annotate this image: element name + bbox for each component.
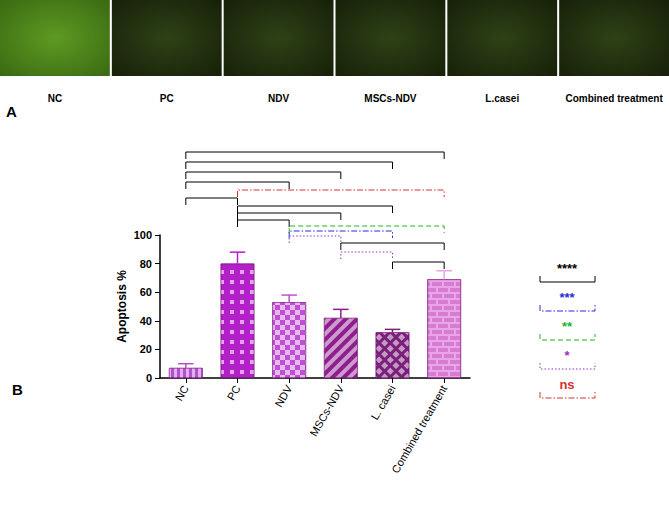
svg-text:Combined treatment: Combined treatment bbox=[389, 383, 449, 475]
svg-text:B: B bbox=[12, 381, 23, 398]
svg-text:NC: NC bbox=[48, 93, 62, 104]
svg-text:40: 40 bbox=[140, 315, 152, 327]
svg-text:PC: PC bbox=[225, 383, 243, 402]
svg-text:****: **** bbox=[557, 261, 578, 276]
svg-text:*: * bbox=[564, 348, 570, 363]
svg-text:L. casei: L. casei bbox=[368, 383, 397, 422]
svg-text:L.casei: L.casei bbox=[485, 93, 519, 104]
svg-text:60: 60 bbox=[140, 286, 152, 298]
svg-text:80: 80 bbox=[140, 258, 152, 270]
svg-text:20: 20 bbox=[140, 343, 152, 355]
svg-text:ns: ns bbox=[559, 377, 574, 392]
svg-text:NC: NC bbox=[173, 383, 191, 403]
svg-text:100: 100 bbox=[134, 229, 152, 241]
svg-text:NDV: NDV bbox=[268, 93, 289, 104]
svg-text:MSCs-NDV: MSCs-NDV bbox=[364, 93, 417, 104]
svg-text:A: A bbox=[6, 103, 17, 120]
svg-text:Combined treatment: Combined treatment bbox=[565, 93, 663, 104]
svg-text:***: *** bbox=[559, 290, 575, 305]
svg-text:Apoptosis %: Apoptosis % bbox=[115, 270, 129, 343]
svg-text:**: ** bbox=[562, 319, 573, 334]
svg-text:MSCs-NDV: MSCs-NDV bbox=[307, 382, 346, 438]
svg-text:PC: PC bbox=[160, 93, 174, 104]
svg-text:NDV: NDV bbox=[272, 382, 294, 409]
svg-text:0: 0 bbox=[146, 372, 152, 384]
